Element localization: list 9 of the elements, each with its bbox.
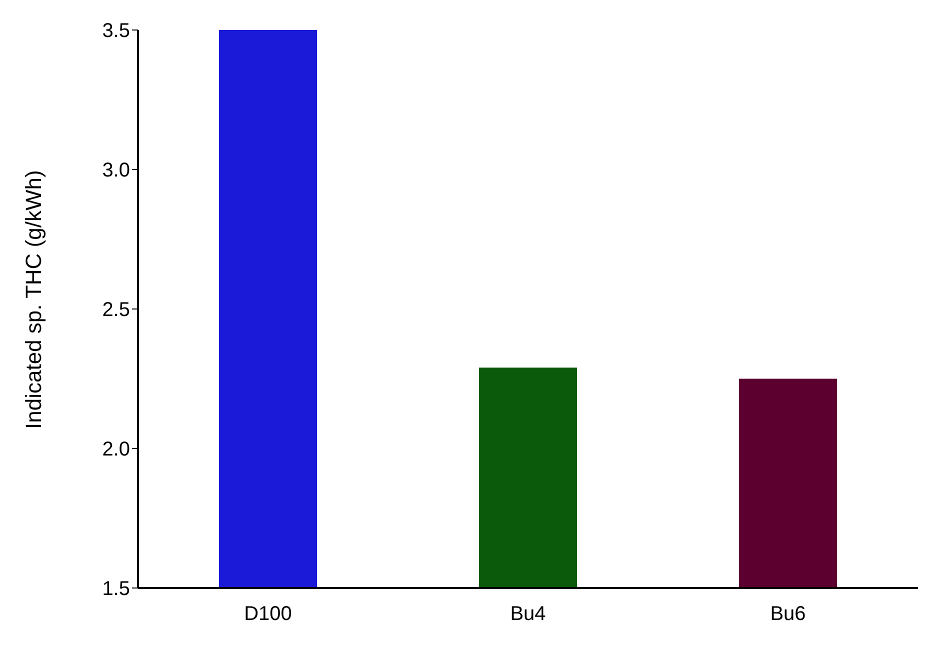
y-tick-label: 2.5 bbox=[102, 299, 130, 322]
y-tick-label: 2.0 bbox=[102, 438, 130, 461]
x-tick-label: Bu6 bbox=[770, 603, 806, 626]
y-tick-label: 3.5 bbox=[102, 20, 130, 42]
y-tick-label: 1.5 bbox=[102, 578, 130, 600]
y-axis-title: Indicated sp. THC (g/kWh) bbox=[20, 170, 46, 429]
x-tick-label: D100 bbox=[244, 603, 292, 626]
y-tick-label: 3.0 bbox=[102, 160, 130, 182]
x-tick-label: Bu4 bbox=[510, 603, 546, 626]
